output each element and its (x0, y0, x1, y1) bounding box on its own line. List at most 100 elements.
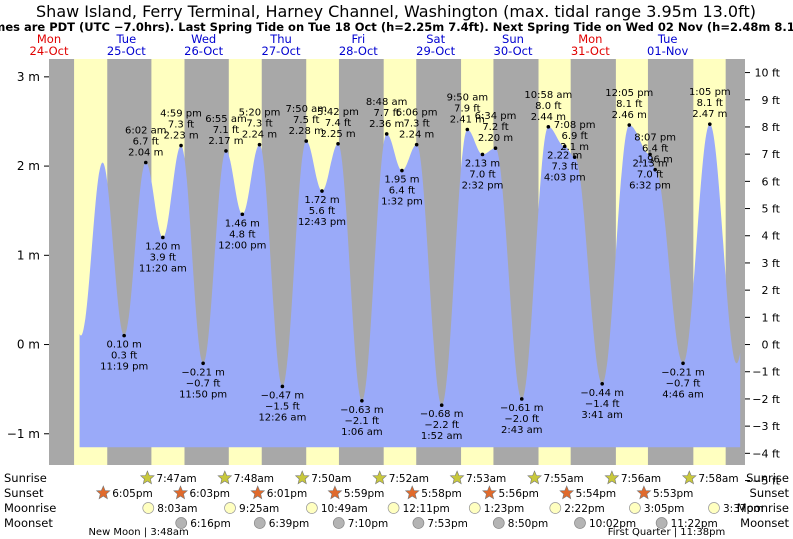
tide-m-label: 0.10 m (107, 340, 142, 351)
moonrise-time: 8:03am (157, 503, 197, 515)
moonrise-icon (629, 502, 641, 514)
moonrise-icon (142, 502, 155, 514)
moonrise-time: 2:22pm (564, 503, 604, 515)
ft-tick-label: 1 ft (762, 311, 781, 324)
tide-time-label: 4:46 am (662, 389, 704, 400)
tide-point (493, 146, 498, 151)
moonrise-time: 10:49am (321, 503, 368, 515)
sunrise-icon (294, 470, 310, 485)
tide-point (384, 132, 389, 136)
tide-m-label: 2.36 m (369, 119, 404, 130)
tide-point (546, 125, 551, 129)
sunrise-icon (217, 470, 233, 485)
moon-phase-label: First Quarter | 11:38pm (608, 527, 726, 538)
tide-time-label: 12:05 pm (605, 88, 653, 99)
m-tick-label: 2 m (17, 159, 40, 173)
tide-point (627, 123, 632, 127)
sunset-time: 5:58pm (421, 488, 461, 500)
moonset-time: 10:02pm (589, 518, 636, 530)
m-tick-label: 0 m (17, 338, 40, 352)
tide-m-label: −0.21 m (181, 367, 225, 378)
row-label-left: Sunset (4, 486, 44, 500)
tide-point (439, 403, 444, 408)
tide-m-label: −0.68 m (420, 409, 464, 420)
sunrise-icon (681, 470, 697, 485)
tide-m-label: 1.95 m (384, 175, 419, 186)
tide-m-label: 1.72 m (304, 195, 339, 206)
ft-tick-label: 0 ft (762, 339, 781, 352)
ft-tick-label: 3 ft (762, 257, 781, 270)
tide-ft-label: −0.7 ft (186, 378, 221, 389)
tide-m-label: 2.28 m (289, 126, 324, 137)
tide-time-label: 8:48 am (366, 97, 408, 108)
sunset-time: 6:01pm (267, 488, 307, 500)
tide-ft-label: 6.7 ft (133, 137, 159, 148)
tide-m-label: −0.61 m (500, 403, 544, 414)
tide-point (600, 382, 604, 386)
tide-ft-label: 6.4 ft (389, 186, 415, 197)
tide-point (562, 144, 567, 149)
tide-m-label: 1.46 m (225, 218, 260, 229)
row-label-right: Sunrise (746, 471, 789, 485)
tide-ft-label: −2.2 ft (424, 420, 459, 431)
moon-phase-label: New Moon | 3:48am (88, 527, 188, 538)
sunrise-icon (372, 470, 388, 485)
tide-time-label: 6:55 am (205, 114, 247, 125)
m-tick-label: 3 m (17, 70, 40, 84)
sunset-icon (327, 485, 343, 500)
tide-ft-label: 7.5 ft (293, 115, 319, 126)
tide-ft-label: 0.3 ft (111, 351, 137, 362)
tide-ft-label: 3.9 ft (150, 252, 176, 263)
sunset-time: 5:59pm (344, 488, 384, 500)
tide-m-label: −0.44 m (580, 388, 624, 399)
row-label-left: Moonset (4, 516, 53, 530)
axes: 3 m 2 m 1 m 0 m −1 m 10 ft 9 ft 8 ft 7 ft 6 ft 5 f… (7, 67, 781, 488)
tide-ft-label: 5.6 ft (309, 206, 335, 217)
day-date: 29-Oct (416, 44, 455, 58)
chart-title: Shaw Island, Ferry Terminal, Harney Chan… (36, 2, 756, 21)
day-name: Mon (37, 32, 61, 46)
moonset-icon (655, 517, 668, 529)
tide-time-label: 4:03 pm (544, 172, 586, 183)
moonset-time: 6:16pm (190, 518, 230, 530)
day-name: Fri (351, 32, 365, 46)
row-label-left: Sunrise (4, 471, 47, 485)
tide-ft-label: 8.1 ft (697, 98, 723, 109)
sunset-time: 5:56pm (498, 488, 538, 500)
sunset-icon (173, 485, 188, 500)
tide-m-label: 2.1 m (560, 142, 589, 153)
tide-point (360, 398, 364, 403)
tide-ft-label: −2.1 ft (345, 416, 380, 427)
tide-m-label: 1.96 m (638, 155, 673, 166)
tide-ft-label: 7.3 ft (403, 119, 429, 130)
ft-tick-label: −4 ft (752, 447, 780, 460)
tide-time-label: 6:34 pm (475, 111, 517, 122)
tide-point (161, 235, 165, 240)
sunset-icon (95, 485, 111, 500)
tide-time-label: 5:42 pm (317, 107, 359, 118)
tide-time-label: 11:19 pm (100, 362, 148, 373)
tide-point (280, 384, 285, 389)
sunrise-time: 7:50am (311, 473, 351, 485)
tide-m-label: 2.24 m (242, 130, 277, 141)
tide-ft-label: 7.9 ft (454, 103, 480, 114)
sunset-time: 6:03pm (189, 488, 229, 500)
day-date: 26-Oct (184, 44, 223, 58)
row-label-right: Sunset (750, 486, 790, 500)
tide-point (143, 160, 148, 165)
tide-time-label: 1:52 am (421, 431, 463, 442)
tide-ft-label: 7.2 ft (482, 122, 508, 133)
day-date: 27-Oct (262, 44, 301, 58)
sunrise-icon (139, 470, 155, 485)
tide-time-label: 6:06 pm (396, 108, 438, 119)
tide-m-label: 1.20 m (145, 241, 180, 252)
tide-m-label: 2.23 m (163, 131, 198, 142)
moonrise-icon (468, 502, 481, 514)
tide-time-label: 7:08 pm (554, 120, 596, 131)
sunrise-time: 7:48am (234, 473, 274, 485)
ft-tick-label: 6 ft (762, 175, 781, 188)
tide-m-label: 2.13 m (465, 158, 500, 169)
tide-point (304, 139, 309, 143)
tide-point (224, 149, 228, 153)
